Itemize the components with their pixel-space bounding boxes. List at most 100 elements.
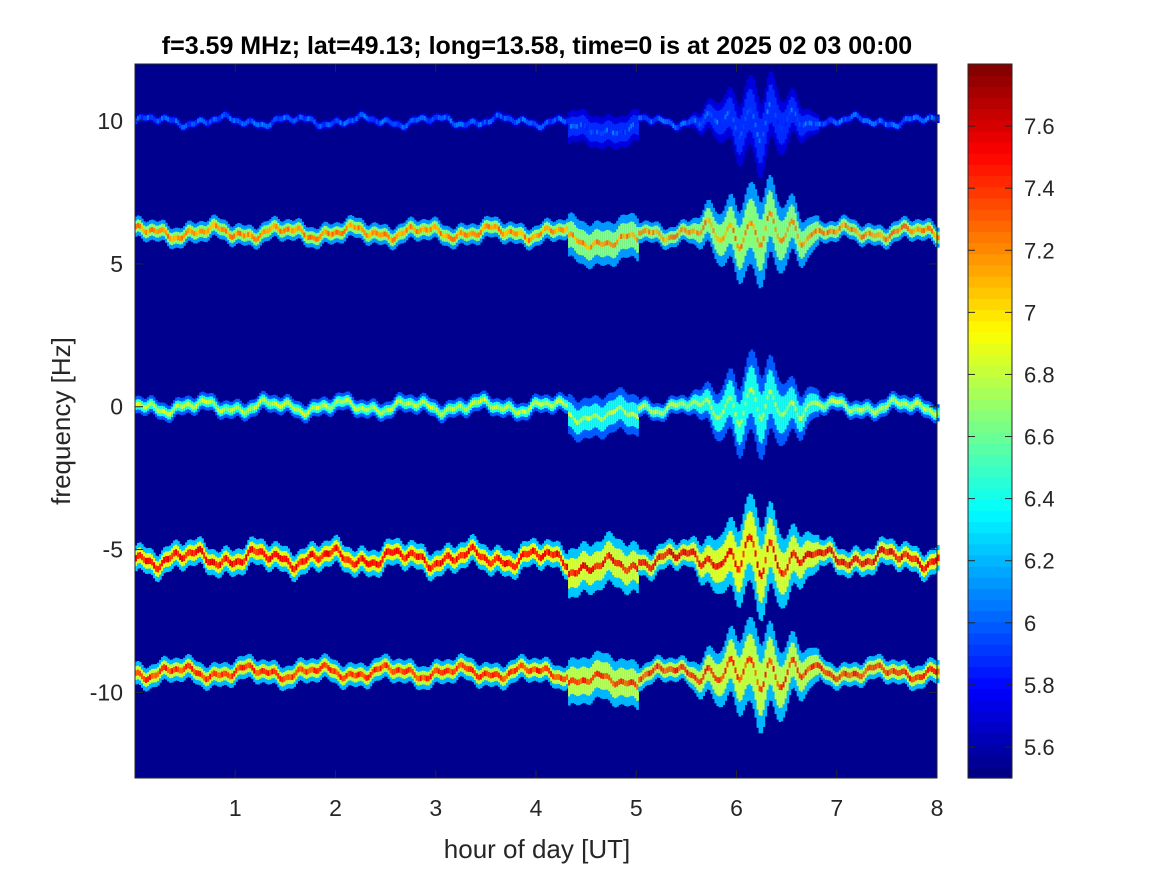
band-0-cell xyxy=(750,108,754,114)
band-3-cell xyxy=(642,559,645,566)
band-1-cell xyxy=(421,226,425,232)
band-3-cell xyxy=(766,545,770,553)
band-3-cell xyxy=(425,561,429,568)
band-2-cell xyxy=(199,398,202,404)
band-1-cell xyxy=(205,229,208,235)
band-3-cell xyxy=(742,550,746,558)
band-1-cell xyxy=(167,233,170,239)
band-4-cell xyxy=(221,671,224,678)
band-4-cell xyxy=(237,665,240,671)
band-2-cell xyxy=(902,401,906,406)
band-0-cell xyxy=(367,116,371,122)
band-1-cell xyxy=(281,229,284,235)
band-2-cell xyxy=(177,403,180,408)
band-0-cell xyxy=(189,121,192,127)
band-3-cell xyxy=(177,550,180,558)
band-3-cell xyxy=(626,567,629,575)
band-2-cell xyxy=(558,398,561,403)
band-3-cell xyxy=(820,549,824,557)
band-1-cell xyxy=(245,232,248,238)
band-1-cell xyxy=(620,234,623,239)
band-0-cell xyxy=(195,120,198,126)
band-0-cell xyxy=(327,122,331,128)
band-4-cell xyxy=(211,671,214,678)
band-2-cell xyxy=(606,412,609,418)
band-3-cell xyxy=(798,559,802,567)
band-1-cell xyxy=(481,226,485,232)
band-3-cell xyxy=(211,558,214,566)
band-2-cell xyxy=(652,410,655,415)
band-1-cell xyxy=(814,228,818,234)
band-3-cell xyxy=(339,550,343,558)
band-2-cell xyxy=(728,395,732,400)
band-3-cell xyxy=(233,560,236,567)
band-2-cell xyxy=(273,401,276,406)
band-3-cell xyxy=(736,566,740,573)
band-0-cell xyxy=(471,118,475,124)
band-1-cell xyxy=(151,227,154,233)
band-1-cell xyxy=(536,233,539,239)
band-2-cell xyxy=(834,399,838,405)
band-0-cell xyxy=(768,102,772,107)
band-2-cell xyxy=(313,404,317,410)
band-1-cell xyxy=(594,239,597,245)
band-0-cell xyxy=(556,116,559,121)
band-0-cell xyxy=(566,118,569,124)
band-1-cell xyxy=(453,236,457,242)
band-2-cell xyxy=(383,408,387,414)
band-3-cell xyxy=(419,552,423,560)
band-2-cell xyxy=(734,411,738,417)
band-0-cell xyxy=(377,120,381,126)
band-1-cell xyxy=(604,241,607,247)
band-0-cell xyxy=(744,116,748,121)
band-3-cell xyxy=(664,551,667,559)
band-0-cell xyxy=(329,122,333,127)
band-2-cell xyxy=(676,403,679,408)
band-1-cell xyxy=(898,226,902,232)
band-2-cell xyxy=(179,403,182,409)
band-1-cell xyxy=(574,235,577,241)
band-2-cell xyxy=(846,407,850,412)
band-2 xyxy=(135,349,940,460)
band-1-cell xyxy=(740,243,744,249)
band-1-cell xyxy=(153,227,156,233)
band-3-cell xyxy=(451,557,455,564)
band-4-cell xyxy=(207,676,210,682)
band-0-cell xyxy=(650,119,653,125)
band-2-cell xyxy=(427,403,431,409)
band-0-cell xyxy=(878,118,882,123)
band-1-cell xyxy=(471,230,475,236)
band-2-cell xyxy=(409,400,413,406)
band-1-cell xyxy=(694,228,697,234)
band-1-cell xyxy=(457,231,461,237)
band-2-cell xyxy=(491,405,495,411)
band-1-cell xyxy=(389,236,393,242)
band-0-cell xyxy=(443,115,447,120)
band-1-cell xyxy=(375,230,379,236)
band-3-cell xyxy=(311,550,315,558)
band-2-cell xyxy=(768,389,772,395)
band-2-cell xyxy=(912,402,916,407)
band-3-cell xyxy=(521,550,525,558)
band-0-cell xyxy=(525,119,529,125)
band-0-cell xyxy=(229,116,232,121)
band-1-cell xyxy=(642,229,645,235)
band-0-cell xyxy=(519,116,523,122)
band-1-cell xyxy=(349,222,353,228)
band-4-cell xyxy=(185,663,188,670)
band-4-cell xyxy=(235,667,238,674)
band-0-cell xyxy=(932,116,936,121)
band-1-cell xyxy=(251,234,254,240)
band-0-cell xyxy=(431,116,435,122)
band-1-cell xyxy=(922,228,926,234)
band-3-cell xyxy=(848,561,852,569)
band-3-cell xyxy=(852,556,856,563)
band-2-cell xyxy=(598,415,601,421)
band-1-cell xyxy=(820,229,824,235)
band-0-cell xyxy=(201,117,204,123)
band-2-cell xyxy=(536,400,539,405)
band-3-cell xyxy=(443,555,447,562)
band-2-cell xyxy=(493,404,497,410)
band-0-cell xyxy=(808,120,812,126)
band-3-cell xyxy=(175,549,178,556)
